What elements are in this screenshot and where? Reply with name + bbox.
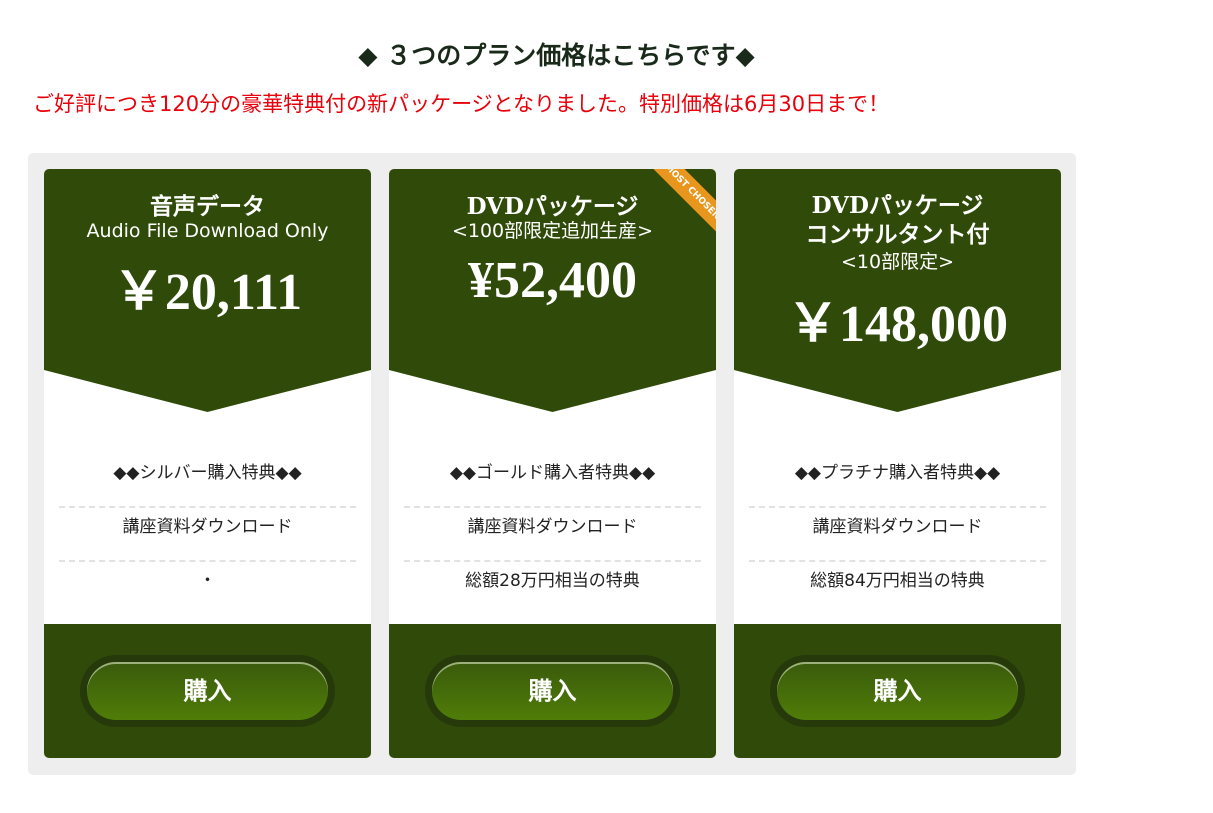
feature-list: ◆◆プラチナ購入者特典◆◆ 講座資料ダウンロード 総額84万円相当の特典 xyxy=(749,454,1046,616)
plan-price: ¥52,400 xyxy=(468,252,637,309)
buy-button[interactable]: 購入 xyxy=(87,662,328,720)
promo-text: ご好評につき120分の豪華特典付の新パッケージとなりました。特別価格は6月30日… xyxy=(33,92,890,116)
plan-footer: 購入 xyxy=(44,624,371,758)
plan-card-audio: 音声データ Audio File Download Only ￥20,111 ◆… xyxy=(44,169,371,758)
plan-header: 音声データ Audio File Download Only ￥20,111 xyxy=(44,169,371,412)
plan-subtitle: Audio File Download Only xyxy=(86,220,329,242)
buy-button[interactable]: 購入 xyxy=(432,662,673,720)
buy-button[interactable]: 購入 xyxy=(777,662,1018,720)
plan-price: ￥20,111 xyxy=(112,264,303,321)
feature-item: ◆◆ゴールド購入者特典◆◆ xyxy=(404,454,701,508)
plan-footer: 購入 xyxy=(734,624,1061,758)
feature-item: ・ xyxy=(199,571,216,591)
plan-card-dvd: DVDパッケージ <100部限定追加生産> ¥52,400 MOST CHOSE… xyxy=(389,169,716,758)
plan-price: ￥148,000 xyxy=(786,296,1009,353)
feature-item: 講座資料ダウンロード xyxy=(59,508,356,562)
plan-title: DVDパッケージ xyxy=(466,193,639,220)
feature-item: 総額84万円相当の特典 xyxy=(810,571,985,591)
feature-list: ◆◆ゴールド購入者特典◆◆ 講座資料ダウンロード 総額28万円相当の特典 xyxy=(404,454,701,616)
plan-header: DVDパッケージ コンサルタント付 <10部限定> ￥148,000 xyxy=(734,169,1061,412)
plan-title: 音声データ xyxy=(150,193,265,220)
feature-item: 総額28万円相当の特典 xyxy=(465,571,640,591)
plan-header: DVDパッケージ <100部限定追加生産> ¥52,400 xyxy=(389,169,716,412)
plan-title: DVDパッケージ xyxy=(811,192,984,219)
plan-footer: 購入 xyxy=(389,624,716,758)
section-heading: ◆ ３つのプラン価格はこちらです◆ xyxy=(358,41,755,70)
feature-item: ◆◆プラチナ購入者特典◆◆ xyxy=(749,454,1046,508)
plan-card-consultant: DVDパッケージ コンサルタント付 <10部限定> ￥148,000 ◆◆プラチ… xyxy=(734,169,1061,758)
plan-subtitle: <10部限定> xyxy=(840,251,955,273)
feature-item: 講座資料ダウンロード xyxy=(404,508,701,562)
feature-item: 講座資料ダウンロード xyxy=(749,508,1046,562)
plan-subtitle: <100部限定追加生産> xyxy=(451,220,654,242)
feature-item: ◆◆シルバー購入特典◆◆ xyxy=(59,454,356,508)
plan-title-line2: コンサルタント付 xyxy=(805,221,990,248)
feature-list: ◆◆シルバー購入特典◆◆ 講座資料ダウンロード ・ xyxy=(59,454,356,616)
